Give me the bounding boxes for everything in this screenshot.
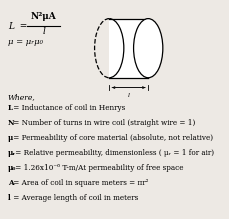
Ellipse shape: [133, 19, 162, 78]
Text: Where,: Where,: [8, 94, 35, 101]
Text: μ: μ: [8, 134, 13, 142]
Text: A: A: [8, 179, 13, 187]
Text: l: l: [8, 194, 11, 202]
Text: μ₀: μ₀: [8, 164, 16, 172]
Text: = Permeability of core material (absolute, not relative): = Permeability of core material (absolut…: [11, 134, 213, 142]
Text: μ = μᵣμ₀: μ = μᵣμ₀: [8, 38, 43, 46]
Text: r: r: [149, 60, 152, 65]
Text: = Number of turns in wire coil (straight wire = 1): = Number of turns in wire coil (straight…: [11, 119, 195, 127]
Text: l: l: [42, 27, 45, 36]
Text: = Relative permeability, dimensionless ( μᵣ = 1 for air): = Relative permeability, dimensionless (…: [13, 149, 213, 157]
Text: = 1.26x10⁻⁶ T-m/At permeability of free space: = 1.26x10⁻⁶ T-m/At permeability of free …: [13, 164, 183, 172]
Text: l: l: [127, 93, 129, 98]
Text: L  =: L =: [8, 22, 27, 31]
Text: N²μA: N²μA: [30, 12, 56, 21]
Text: = Inductance of coil in Henrys: = Inductance of coil in Henrys: [11, 104, 125, 112]
Text: = Average length of coil in meters: = Average length of coil in meters: [11, 194, 138, 202]
Text: L: L: [8, 104, 13, 112]
Polygon shape: [109, 19, 147, 78]
Text: = Area of coil in square meters = πr²: = Area of coil in square meters = πr²: [11, 179, 148, 187]
Text: N: N: [8, 119, 14, 127]
Text: μᵣ: μᵣ: [8, 149, 16, 157]
